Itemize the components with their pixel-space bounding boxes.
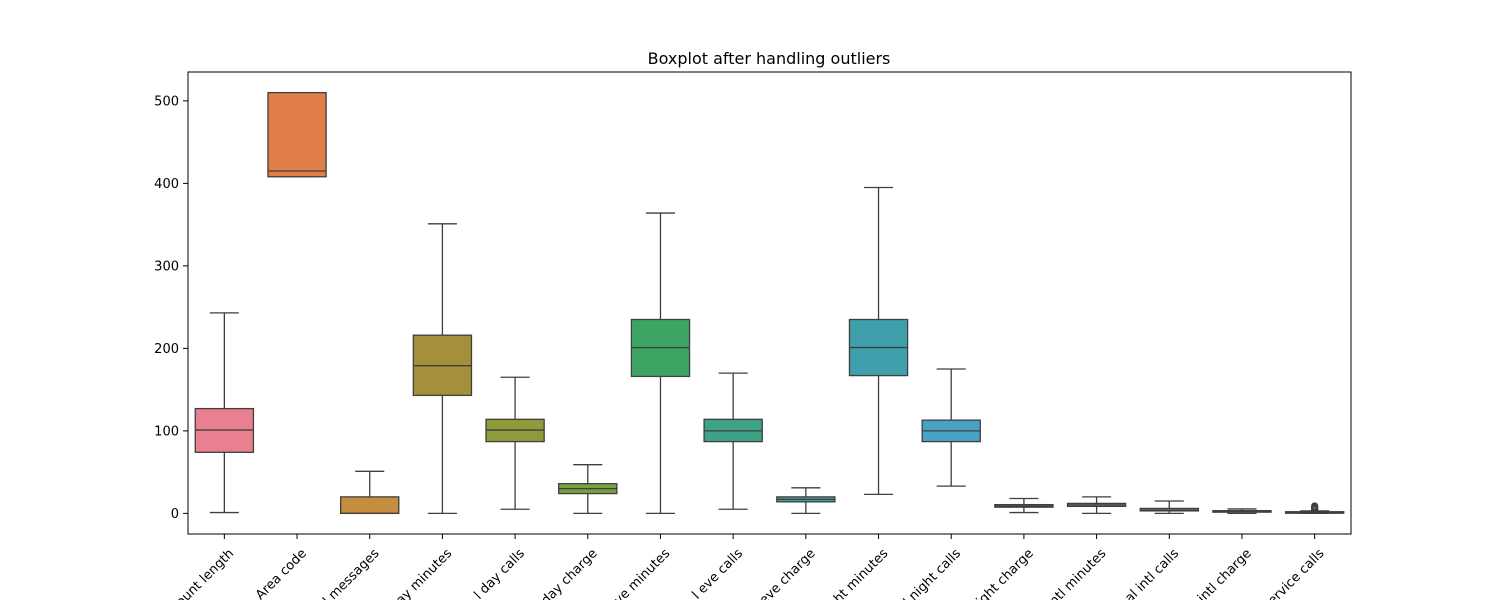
box-16 <box>1284 502 1345 515</box>
y-tick-label: 0 <box>171 507 179 522</box>
y-tick-label: 200 <box>154 342 179 357</box>
chart-title: Boxplot after handling outliers <box>648 49 891 68</box>
box-8 <box>703 372 763 510</box>
x-tick-label: l day calls <box>471 546 528 600</box>
box-6 <box>558 464 618 515</box>
x-tick-label: ount length <box>173 546 237 600</box>
box-4 <box>412 223 473 515</box>
x-tick-label: ve minutes <box>611 546 673 600</box>
box-iqr <box>339 496 400 515</box>
x-tick-label: l night calls <box>901 546 964 600</box>
outlier-point <box>1311 502 1319 510</box>
x-tick-label: day charge <box>539 546 601 600</box>
axes: 0 100 200 300 400 500 ount length Area code l me… <box>154 71 1352 600</box>
x-tick-label: ervice calls <box>1265 546 1327 600</box>
box-1 <box>194 312 255 514</box>
plot-area <box>194 91 1345 515</box>
x-tick-label: eve charge <box>757 546 819 600</box>
box-7 <box>630 212 691 515</box>
x-tick-label: l eve calls <box>690 546 747 600</box>
box-2 <box>267 91 327 178</box>
x-tick-label: l messages <box>320 546 382 600</box>
y-tick-label: 500 <box>154 94 179 109</box>
x-tick-label: ay minutes <box>393 546 455 600</box>
box-3 <box>339 470 400 515</box>
box-11 <box>921 368 981 487</box>
y-tick-label: 100 <box>154 424 179 439</box>
box-10 <box>848 186 909 496</box>
box-15 <box>1212 508 1272 515</box>
box-13 <box>1066 496 1127 515</box>
x-tick-label: ht minutes <box>831 546 891 600</box>
x-tick-label: al intl calls <box>1122 546 1182 600</box>
box-5 <box>485 376 545 510</box>
box-iqr <box>267 91 327 178</box>
y-tick-label: 300 <box>154 259 179 274</box>
box-12 <box>994 497 1054 514</box>
x-tick-label: Area code <box>253 546 310 600</box>
y-tick-label: 400 <box>154 177 179 192</box>
box-9 <box>776 487 836 515</box>
box-14 <box>1139 500 1200 515</box>
x-tick-label: ntl minutes <box>1047 546 1110 600</box>
axes-frame <box>187 71 1352 535</box>
x-tick-label: ight charge <box>974 546 1037 600</box>
x-tick-label: intl charge <box>1195 546 1255 600</box>
